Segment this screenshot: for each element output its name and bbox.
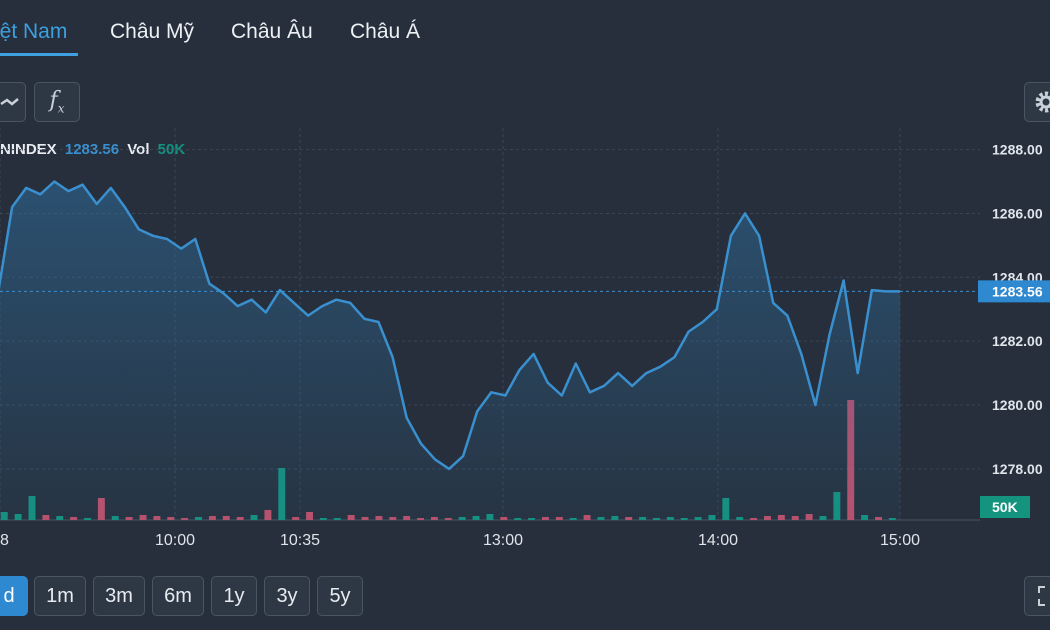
tab-viet-nam[interactable]: iệt Nam [0,20,68,43]
volume-tag-bg [980,496,1030,518]
y-tick-label: 1282.00 [992,333,1043,349]
y-tick-label: 1288.00 [992,142,1043,158]
volume-tag-label: 50K [992,499,1018,515]
active-tab-indicator [0,53,78,56]
volume-tag: 50K [980,496,1030,518]
range-button-5y[interactable]: 5y [317,576,363,616]
indicator-button[interactable]: fx [34,82,80,122]
line-chart-icon [0,98,19,106]
expand-icon [1038,586,1045,606]
tab-chau-au[interactable]: Châu Âu [231,20,313,43]
x-axis: 8 10:00 10:35 13:00 14:00 15:00 [0,532,920,548]
range-button-1m[interactable]: 1m [34,576,86,616]
current-price-tag: 1283.56 [978,280,1050,303]
y-axis: 1288.001286.001284.001282.001280.001278.… [992,142,1043,477]
y-tick-label: 1280.00 [992,397,1043,413]
function-fx-icon: fx [50,88,65,115]
price-chart[interactable]: 1288.001286.001284.001282.001280.001278.… [0,128,1050,548]
x-tick-label: 15:00 [880,532,920,548]
tab-chau-a[interactable]: Châu Á [350,20,421,43]
gear-icon [1035,91,1050,113]
fx-icon-x: x [57,101,65,116]
x-tick-label: 10:00 [155,532,195,548]
price-area [0,181,900,520]
expand-button[interactable] [1024,576,1050,616]
fx-icon-f: f [49,88,58,114]
price-line [0,180,900,471]
chart-type-button[interactable] [0,82,26,122]
x-tick-label: 14:00 [698,532,738,548]
settings-button[interactable] [1024,82,1050,122]
y-tick-label: 1286.00 [992,205,1043,221]
range-button-d[interactable]: d [0,576,28,616]
x-tick-label: 8 [0,532,9,548]
current-price-tag-bg [978,280,1050,303]
x-tick-label: 10:35 [280,532,320,548]
legend-vol-value: 50K [157,141,186,158]
legend-symbol: NINDEX [0,141,57,158]
range-button-3m[interactable]: 3m [93,576,145,616]
range-button-1y[interactable]: 1y [211,576,257,616]
range-button-6m[interactable]: 6m [152,576,204,616]
tab-chau-my[interactable]: Châu Mỹ [110,20,195,43]
current-price-tag-label: 1283.56 [992,283,1043,299]
y-tick-label: 1278.00 [992,461,1043,477]
region-tabs: iệt Nam Châu Mỹ Châu Âu Châu Á [0,0,1050,60]
x-tick-label: 13:00 [483,532,523,548]
range-button-3y[interactable]: 3y [264,576,310,616]
